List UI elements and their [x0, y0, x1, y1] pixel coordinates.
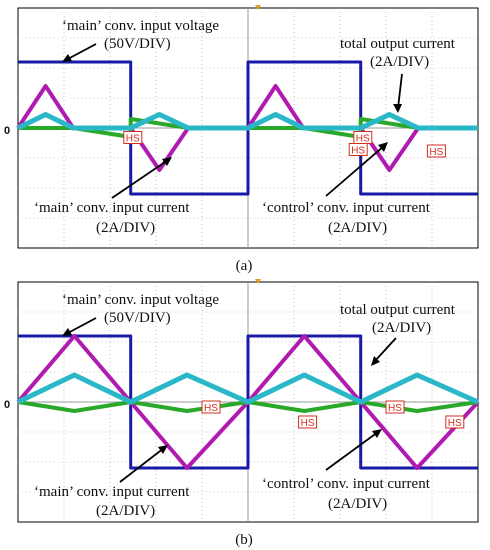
hs-marker: HS — [123, 131, 143, 145]
hs-label: HS — [429, 147, 443, 158]
trace-total — [16, 112, 478, 131]
arrow-main-b — [119, 447, 165, 483]
arrowhead-voltage-a — [62, 54, 72, 62]
arrowhead-control-a — [378, 142, 388, 152]
panel-b: 0 HS HS HS HS ‘main’ conv. input voltage (5… — [4, 279, 480, 548]
hs-box — [298, 415, 318, 429]
annotation-control-b: ‘control’ conv. input current — [262, 476, 431, 492]
hs-marker: HS — [445, 415, 465, 429]
hs-marker: HS — [201, 400, 221, 414]
hs-box — [123, 131, 143, 144]
annotation-voltage-a: ‘main’ conv. input voltage — [62, 18, 219, 34]
annotation-control-scale-a: (2A/DIV) — [328, 220, 387, 236]
hs-marker: HS — [385, 400, 405, 414]
hs-marker: HS — [298, 415, 318, 429]
arrow-control-b — [325, 431, 379, 471]
traces-a — [16, 60, 478, 196]
hs-box — [426, 144, 446, 158]
hs-label: HS — [448, 418, 462, 429]
zero-marker-b: 0 — [4, 399, 10, 411]
trigger-marker-b — [255, 279, 261, 284]
arrows-b — [62, 317, 397, 483]
hs-box — [445, 415, 465, 429]
arrow-main-a — [111, 159, 169, 199]
caption-b: (b) — [235, 532, 253, 548]
arrows-a — [62, 43, 403, 199]
annotation-total-scale-a: (2A/DIV) — [370, 54, 429, 70]
arrow-control-a — [325, 145, 385, 197]
annotation-total-b: total output current — [340, 302, 456, 318]
hs-label: HS — [126, 134, 140, 145]
hs-marker: HS — [348, 143, 368, 157]
annotation-main-b: ‘main’ conv. input current — [34, 484, 190, 500]
annotation-total-a: total output current — [340, 36, 456, 52]
hs-label: HS — [356, 134, 370, 145]
annotation-control-a: ‘control’ conv. input current — [262, 200, 431, 216]
hs-markers-b: HS HS HS HS — [201, 400, 465, 429]
hs-box — [385, 400, 405, 414]
annotation-total-scale-b: (2A/DIV) — [372, 320, 431, 336]
annotation-voltage-scale-a: (50V/DIV) — [104, 36, 171, 52]
arrowhead-control-b — [372, 429, 382, 438]
arrow-voltage-b — [65, 317, 97, 335]
arrowhead-total-b — [371, 356, 380, 366]
hs-box — [201, 400, 221, 414]
caption-a: (a) — [236, 258, 253, 274]
hs-label: HS — [301, 418, 315, 429]
trigger-marker-a — [255, 5, 261, 10]
hs-label: HS — [204, 403, 218, 414]
hs-label: HS — [351, 146, 365, 157]
annotation-voltage-b: ‘main’ conv. input voltage — [62, 292, 219, 308]
hs-label: HS — [388, 403, 402, 414]
trace-total — [16, 372, 480, 405]
zero-marker-a: 0 — [4, 125, 10, 137]
arrowhead-voltage-b — [62, 328, 72, 336]
arrow-voltage-a — [65, 43, 97, 61]
arrowhead-total-a — [393, 104, 402, 113]
arrow-total-a — [397, 73, 403, 109]
arrowhead-main-b — [158, 445, 168, 454]
hs-marker: HS — [426, 144, 446, 158]
annotation-main-a: ‘main’ conv. input current — [34, 200, 190, 216]
annotation-control-scale-b: (2A/DIV) — [328, 496, 387, 512]
hs-marker: HS — [353, 131, 373, 145]
annotation-main-scale-a: (2A/DIV) — [96, 220, 155, 236]
arrowhead-main-a — [162, 157, 172, 166]
hs-box — [353, 131, 373, 144]
arrow-total-b — [373, 337, 397, 363]
annotation-main-scale-b: (2A/DIV) — [96, 503, 155, 519]
annotation-voltage-scale-b: (50V/DIV) — [104, 310, 171, 326]
